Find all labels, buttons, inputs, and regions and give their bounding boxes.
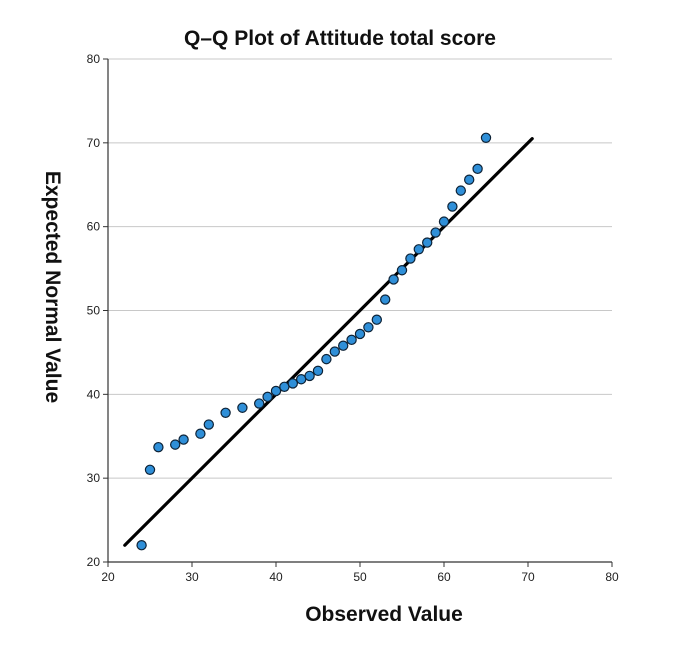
data-point bbox=[438, 216, 450, 227]
x-tick-label: 80 bbox=[605, 570, 619, 584]
y-tick-label: 40 bbox=[87, 387, 101, 401]
data-point bbox=[388, 274, 399, 285]
y-tick-label: 70 bbox=[87, 136, 101, 150]
data-point bbox=[153, 441, 164, 453]
data-point bbox=[254, 398, 265, 409]
data-point bbox=[338, 340, 349, 351]
y-tick-label: 30 bbox=[87, 471, 101, 485]
x-axis-label: Observed Value bbox=[305, 603, 463, 626]
data-point bbox=[480, 132, 492, 144]
x-tick-label: 50 bbox=[353, 570, 367, 584]
data-point bbox=[405, 253, 416, 264]
data-point bbox=[237, 402, 248, 413]
data-point bbox=[203, 419, 214, 430]
data-point bbox=[178, 434, 189, 445]
data-points bbox=[136, 132, 492, 551]
x-tick-label: 60 bbox=[437, 570, 451, 584]
y-tick-label: 60 bbox=[87, 220, 101, 234]
y-tick-label: 20 bbox=[87, 555, 101, 569]
data-point bbox=[413, 244, 424, 255]
data-point bbox=[304, 370, 315, 382]
data-point bbox=[262, 391, 273, 403]
x-tick-label: 30 bbox=[185, 570, 199, 584]
data-point bbox=[136, 540, 147, 551]
data-point bbox=[371, 314, 382, 325]
data-point bbox=[144, 464, 156, 475]
data-point bbox=[380, 294, 391, 305]
data-point bbox=[430, 227, 441, 238]
reference-line bbox=[123, 137, 534, 547]
data-point bbox=[464, 174, 475, 185]
gridlines bbox=[108, 58, 612, 479]
data-point bbox=[422, 237, 433, 248]
reference-line-layer bbox=[123, 137, 534, 547]
data-point bbox=[321, 353, 332, 365]
data-point bbox=[329, 346, 340, 357]
x-tick-label: 20 bbox=[101, 570, 115, 584]
data-point bbox=[312, 365, 324, 377]
y-axis-label: Expected Normal Value bbox=[41, 171, 64, 403]
data-point bbox=[396, 265, 408, 276]
x-tick-label: 70 bbox=[521, 570, 535, 584]
x-tick-label: 40 bbox=[269, 570, 283, 584]
data-point bbox=[287, 378, 298, 389]
data-point bbox=[169, 439, 181, 450]
chart-title: Q–Q Plot of Attitude total score bbox=[184, 27, 496, 50]
data-point bbox=[363, 322, 374, 333]
data-point bbox=[455, 185, 466, 196]
data-point bbox=[195, 428, 206, 439]
data-point bbox=[354, 328, 366, 340]
data-point bbox=[346, 334, 357, 346]
data-point bbox=[220, 407, 231, 418]
y-tick-label: 50 bbox=[87, 304, 101, 318]
axes: 20 30 40 50 60 70 80 20 30 40 50 60 70 80 bbox=[87, 52, 619, 584]
data-point bbox=[270, 385, 282, 397]
y-tick-label: 80 bbox=[87, 52, 101, 66]
data-point bbox=[472, 163, 483, 175]
data-point bbox=[447, 201, 458, 212]
